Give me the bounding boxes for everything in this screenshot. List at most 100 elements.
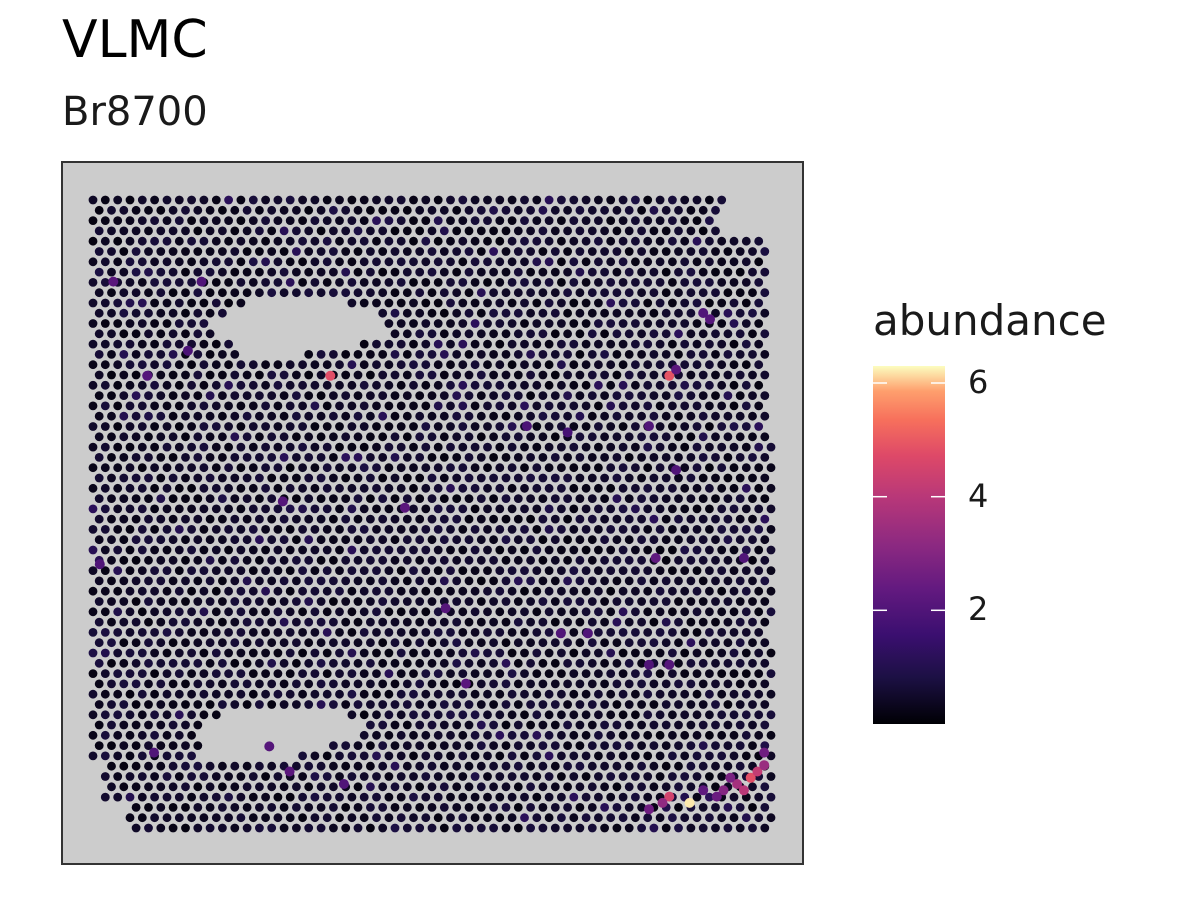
spot xyxy=(624,679,634,689)
spot xyxy=(181,411,190,421)
spot xyxy=(359,442,369,452)
spot xyxy=(267,617,277,627)
spot xyxy=(279,205,289,215)
spot xyxy=(150,216,160,226)
spot xyxy=(427,555,437,565)
spot xyxy=(723,411,733,421)
spot xyxy=(557,566,566,575)
spot xyxy=(483,216,492,226)
spot xyxy=(501,494,511,503)
spot xyxy=(174,607,184,617)
spot xyxy=(384,278,394,287)
spot xyxy=(144,658,153,668)
spot xyxy=(421,525,431,534)
spot xyxy=(329,226,338,236)
spot xyxy=(470,689,480,699)
spot xyxy=(723,432,733,442)
spot xyxy=(600,205,609,215)
spot xyxy=(452,350,462,359)
spot xyxy=(396,751,406,761)
highlight-spot xyxy=(745,772,756,783)
spot xyxy=(427,288,437,298)
spot xyxy=(489,391,498,400)
spot xyxy=(513,453,523,462)
spot xyxy=(100,422,110,431)
spot xyxy=(711,391,720,400)
spot xyxy=(618,236,628,246)
spot xyxy=(741,504,751,514)
spot xyxy=(668,401,677,411)
spot xyxy=(741,813,751,823)
spot xyxy=(94,473,104,483)
spot xyxy=(144,803,153,812)
spot xyxy=(686,288,696,298)
spot xyxy=(655,257,665,267)
spot xyxy=(600,370,609,380)
spot xyxy=(513,720,523,730)
spot xyxy=(292,700,301,709)
spot xyxy=(686,494,696,503)
spot xyxy=(723,700,733,709)
spot xyxy=(415,597,425,606)
spot xyxy=(692,586,702,596)
spot xyxy=(538,288,548,298)
highlight-spot xyxy=(664,659,675,670)
spot xyxy=(624,555,634,565)
spot xyxy=(760,679,770,689)
highlight-spot xyxy=(284,766,295,777)
spot xyxy=(433,628,443,637)
spot xyxy=(692,339,702,349)
spot xyxy=(113,525,123,534)
spot xyxy=(612,494,622,503)
spot xyxy=(415,638,425,648)
spot xyxy=(427,741,437,750)
spot xyxy=(470,442,480,452)
spot xyxy=(587,411,597,421)
spot xyxy=(255,597,264,606)
spot xyxy=(557,751,566,761)
spot xyxy=(735,803,745,812)
spot xyxy=(624,205,634,215)
spot xyxy=(538,432,548,442)
spot xyxy=(643,545,653,555)
spot xyxy=(631,216,640,226)
spot xyxy=(606,504,616,514)
spot xyxy=(273,628,283,637)
highlight-spot xyxy=(684,797,695,808)
spot xyxy=(612,679,622,689)
highlight-spot xyxy=(738,553,749,563)
spot xyxy=(612,823,622,833)
spot xyxy=(674,638,683,648)
spot xyxy=(476,370,486,380)
highlight-spot xyxy=(732,779,743,789)
spot xyxy=(168,226,178,236)
spot xyxy=(359,401,369,411)
spot xyxy=(156,205,166,215)
spot xyxy=(594,422,603,431)
spot xyxy=(569,792,579,802)
spot xyxy=(292,391,301,400)
spot xyxy=(230,761,240,771)
spot xyxy=(711,679,720,689)
spot xyxy=(329,555,338,565)
spot xyxy=(452,494,462,503)
spot xyxy=(618,483,628,493)
spot xyxy=(538,638,548,648)
spot xyxy=(329,473,338,483)
spot xyxy=(600,761,609,771)
spot xyxy=(230,700,240,709)
spot xyxy=(649,679,659,689)
spot xyxy=(100,525,110,534)
spot xyxy=(569,236,579,246)
spot xyxy=(267,432,277,442)
spot xyxy=(347,545,357,555)
spot xyxy=(236,380,246,390)
spot xyxy=(452,391,462,400)
spot xyxy=(144,205,153,215)
spot xyxy=(729,442,739,452)
spot xyxy=(205,494,215,503)
spot xyxy=(267,288,277,298)
spot xyxy=(168,432,178,442)
spot xyxy=(674,597,683,606)
spot xyxy=(513,370,523,380)
